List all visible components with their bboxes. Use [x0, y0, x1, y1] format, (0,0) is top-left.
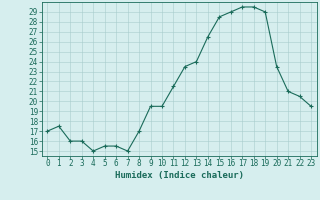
X-axis label: Humidex (Indice chaleur): Humidex (Indice chaleur) [115, 171, 244, 180]
